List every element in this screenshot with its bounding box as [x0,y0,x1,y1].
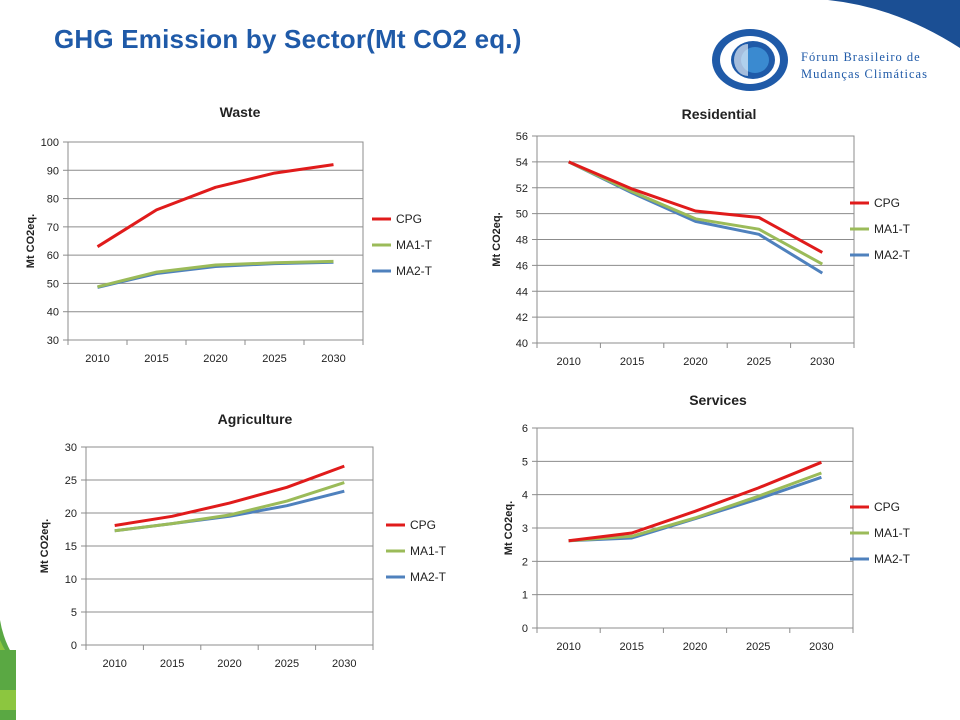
y-axis-label: Mt CO2eq. [503,501,515,555]
y-tick-label: 42 [516,312,528,324]
plot-area [67,141,364,341]
y-tick-label: 15 [65,541,77,553]
page-title: GHG Emission by Sector(Mt CO2 eq.) [54,24,522,54]
y-tick-label: 5 [522,456,528,468]
y-tick-label: 30 [65,442,77,454]
y-tick-label: 90 [47,165,59,177]
legend-label-ma2-t: MA2-T [396,264,433,278]
legend-label-ma1-t: MA1-T [410,544,447,558]
x-tick-label: 2010 [556,356,580,368]
y-tick-label: 52 [516,183,528,195]
chart-title: Waste [220,104,261,120]
legend-label-cpg: CPG [396,212,422,226]
y-tick-label: 1 [522,590,528,602]
decorative-swoosh [0,620,260,720]
plot-area [85,446,374,646]
x-tick-label: 2030 [332,658,356,670]
plot-area [536,427,854,629]
x-tick-label: 2015 [620,356,644,368]
y-tick-label: 3 [522,523,528,535]
legend-label-cpg: CPG [874,196,900,210]
y-tick-label: 30 [47,335,59,347]
y-tick-label: 70 [47,222,59,234]
x-tick-label: 2025 [275,658,299,670]
plot-area [536,135,855,344]
y-tick-label: 2 [522,556,528,568]
legend-label-ma1-t: MA1-T [874,526,911,540]
y-tick-label: 0 [522,623,528,635]
y-tick-label: 46 [516,260,528,272]
legend-label-cpg: CPG [410,518,436,532]
x-tick-label: 2025 [747,356,771,368]
x-tick-label: 2015 [620,641,644,653]
y-axis-label: Mt CO2eq. [39,519,51,573]
y-tick-label: 40 [516,338,528,350]
y-tick-label: 100 [41,137,59,149]
y-tick-label: 25 [65,475,77,487]
series-line-cpg [568,160,824,254]
y-tick-label: 5 [71,607,77,619]
series-line-cpg [96,163,334,248]
y-axis-label: Mt CO2eq. [491,212,503,266]
x-tick-label: 2020 [217,658,241,670]
y-tick-label: 54 [516,157,528,169]
y-tick-label: 20 [65,508,77,520]
series-line-ma1-t [114,481,345,533]
x-tick-label: 2030 [810,356,834,368]
legend-label-ma1-t: MA1-T [396,238,433,252]
y-tick-label: 80 [47,194,59,206]
y-tick-label: 4 [522,490,528,502]
chart-services: Services 0 1 2 3 4 5 6 2010 2015 2020 2025 2030 Mt CO… [482,385,942,670]
chart-residential: Residential 40 42 44 46 48 50 52 54 56 2010 2015 202… [482,95,942,390]
series-line-ma1-t [97,259,334,289]
chart-waste-svg: Waste 30 40 50 60 70 80 90 100 2010 2015 2020 2025 20… [25,104,433,365]
chart-title: Residential [682,106,757,122]
y-tick-label: 10 [65,574,77,586]
y-axis-label: Mt CO2eq. [25,214,37,268]
logo: Fórum Brasileiro de Mudanças Climáticas [700,0,960,115]
logo-graphic [712,0,960,91]
chart-agriculture: Agriculture 0 5 10 15 20 25 30 2010 2015 2020 2025 2… [20,400,480,690]
y-tick-label: 60 [47,250,59,262]
y-tick-label: 56 [516,131,528,143]
y-tick-label: 0 [71,640,77,652]
x-tick-label: 2030 [809,641,833,653]
logo-line-2: Mudanças Climáticas [801,67,928,81]
x-tick-label: 2025 [746,641,770,653]
chart-residential-svg: Residential 40 42 44 46 48 50 52 54 56 2010 2015 202… [491,106,911,368]
chart-services-svg: Services 0 1 2 3 4 5 6 2010 2015 2020 2025 2030 Mt CO… [503,392,911,653]
legend-label-ma2-t: MA2-T [410,570,447,584]
legend-label-ma2-t: MA2-T [874,248,911,262]
x-tick-label: 2010 [102,658,126,670]
chart-title: Services [689,392,747,408]
x-tick-label: 2020 [203,353,227,365]
series-line-ma1-t [568,471,822,543]
y-tick-label: 50 [47,278,59,290]
series-line-ma2-t [114,489,345,533]
series-line-cpg [114,464,345,527]
x-tick-label: 2010 [556,641,580,653]
chart-waste: Waste 30 40 50 60 70 80 90 100 2010 2015 2020 2025 20… [20,95,480,390]
series-line-ma1-t [568,160,824,266]
y-tick-label: 50 [516,209,528,221]
x-tick-label: 2030 [321,353,345,365]
x-tick-label: 2025 [262,353,286,365]
x-tick-label: 2020 [683,641,707,653]
x-tick-label: 2020 [683,356,707,368]
x-tick-label: 2010 [85,353,109,365]
legend-label-ma1-t: MA1-T [874,222,911,236]
y-tick-label: 40 [47,307,59,319]
x-tick-label: 2015 [144,353,168,365]
legend-label-ma2-t: MA2-T [874,552,911,566]
logo-line-1: Fórum Brasileiro de [801,50,921,64]
chart-title: Agriculture [218,411,293,427]
y-tick-label: 48 [516,235,528,247]
y-tick-label: 44 [516,286,528,298]
y-tick-label: 6 [522,423,528,435]
series-line-cpg [568,460,822,543]
x-tick-label: 2015 [160,658,184,670]
legend-label-cpg: CPG [874,500,900,514]
